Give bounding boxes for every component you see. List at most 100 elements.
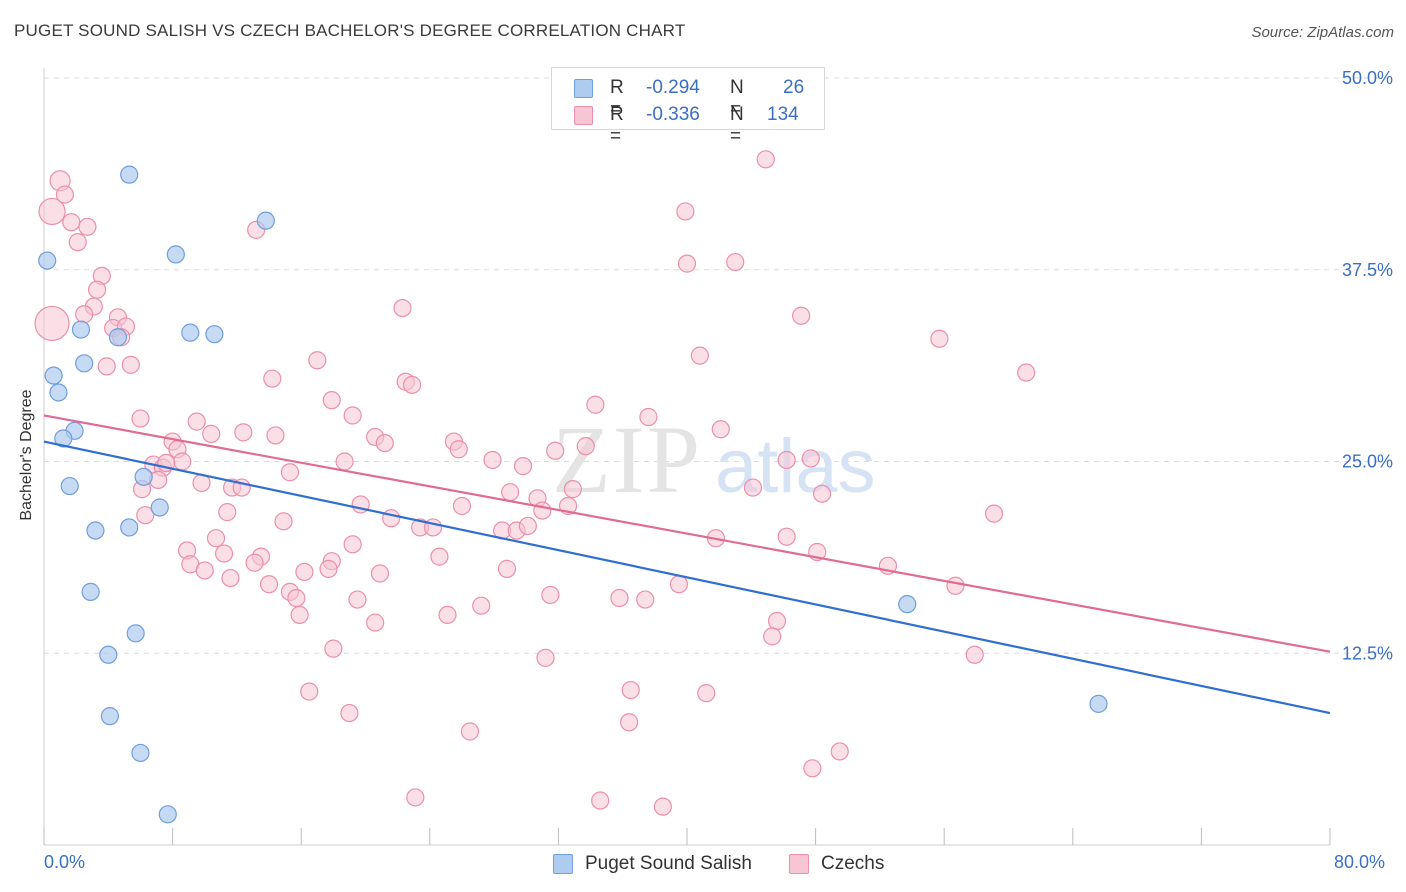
data-point-salish [49, 383, 68, 402]
data-point-salish [75, 354, 94, 373]
data-point-czechs [803, 759, 822, 778]
n-value: 134 [767, 104, 799, 125]
data-point-czechs [343, 535, 362, 554]
data-point-czechs [677, 254, 697, 273]
salish-swatch [574, 79, 593, 98]
chart-title: PUGET SOUND SALISH VS CZECH BACHELOR'S D… [14, 21, 686, 40]
data-point-salish [126, 624, 145, 643]
data-point-czechs [576, 437, 595, 456]
y-tick-label: 37.5% [1342, 260, 1393, 280]
data-point-czechs [586, 395, 605, 414]
data-point-czechs [965, 645, 984, 664]
data-point-czechs [756, 150, 775, 169]
data-point-czechs [669, 575, 689, 594]
data-point-czechs [382, 509, 401, 528]
data-point-czechs [343, 406, 362, 425]
data-point-salish [120, 165, 139, 184]
data-point-czechs [472, 596, 491, 615]
data-point-salish [71, 320, 91, 339]
x-tick-label-min: 0.0% [44, 852, 86, 872]
data-point-salish [158, 805, 177, 824]
data-point-czechs [218, 503, 237, 522]
data-point-czechs [319, 559, 338, 578]
data-point-czechs [290, 605, 309, 625]
data-point-czechs [930, 329, 949, 348]
data-point-czechs [438, 605, 457, 625]
data-point-czechs [501, 483, 520, 502]
n-value: 26 [783, 77, 805, 98]
data-point-czechs [280, 463, 300, 482]
data-point-czechs [370, 564, 390, 583]
data-point-czechs [263, 369, 282, 388]
data-point-czechs [541, 585, 560, 605]
r-value: -0.294 [646, 77, 700, 98]
data-point-salish [100, 707, 120, 726]
data-point-czechs [322, 391, 341, 410]
data-point-salish [205, 325, 224, 344]
series-legend: Puget Sound Salish Czechs [0, 850, 1406, 878]
data-point-czechs [830, 742, 849, 761]
y-tick-label: 25.0% [1342, 452, 1393, 472]
data-point-salish [44, 366, 63, 385]
data-point-czechs [483, 450, 502, 470]
data-point-salish [256, 211, 275, 230]
data-point-czechs [375, 433, 394, 453]
data-point-czechs [812, 484, 832, 503]
data-point-czechs [636, 590, 655, 609]
r-value: -0.336 [646, 104, 700, 125]
r-label: R = [610, 104, 624, 147]
data-point-czechs [245, 553, 264, 572]
data-point-czechs [711, 420, 730, 439]
data-point-czechs [610, 588, 629, 608]
watermark-atlas: atlas [715, 424, 876, 509]
data-point-czechs [620, 713, 639, 732]
data-point-czechs [202, 424, 221, 443]
data-point-czechs [173, 452, 192, 471]
data-point-salish [108, 328, 128, 347]
data-point-salish [150, 498, 169, 517]
data-point-czechs [777, 527, 796, 546]
data-point-czechs [697, 684, 716, 703]
data-point-czechs [452, 496, 472, 516]
y-axis-label: Bachelor's Degree [18, 389, 35, 521]
y-tick-label: 50.0% [1342, 68, 1393, 88]
data-point-czechs [68, 233, 87, 252]
data-point-czechs [946, 576, 965, 595]
data-point-czechs [403, 375, 422, 394]
data-point-salish [134, 467, 153, 486]
data-point-czechs [449, 440, 468, 459]
data-point-salish [120, 518, 139, 537]
data-point-czechs [187, 412, 206, 431]
czechs-swatch [574, 106, 593, 125]
data-point-czechs [533, 501, 552, 520]
data-point-czechs [87, 280, 107, 299]
data-point-czechs [639, 407, 658, 427]
data-point-czechs [430, 547, 449, 566]
n-label: N = [730, 104, 744, 147]
data-point-czechs [406, 788, 425, 807]
data-point-czechs [131, 409, 150, 428]
data-point-salish [131, 743, 150, 763]
data-point-salish [166, 245, 185, 264]
data-point-salish [54, 429, 73, 448]
data-point-salish [86, 521, 105, 540]
data-point-czechs [792, 306, 811, 325]
data-point-czechs [460, 722, 480, 741]
source-credit: Source: ZipAtlas.com [1251, 24, 1394, 41]
data-point-czechs [295, 562, 314, 582]
data-point-czechs [777, 450, 796, 470]
data-point-czechs [591, 791, 610, 810]
legend-label: Czechs [821, 853, 885, 874]
legend-label: Puget Sound Salish [585, 853, 752, 874]
data-point-czechs [1017, 363, 1036, 382]
data-point-czechs [274, 512, 293, 531]
data-point-czechs [763, 627, 782, 646]
data-point-salish [60, 476, 79, 496]
data-point-czechs [206, 529, 226, 548]
data-point-czechs [55, 185, 74, 204]
data-point-salish [1089, 694, 1108, 713]
data-point-czechs [195, 561, 214, 580]
data-point-salish [898, 595, 917, 614]
data-point-salish [81, 582, 100, 601]
